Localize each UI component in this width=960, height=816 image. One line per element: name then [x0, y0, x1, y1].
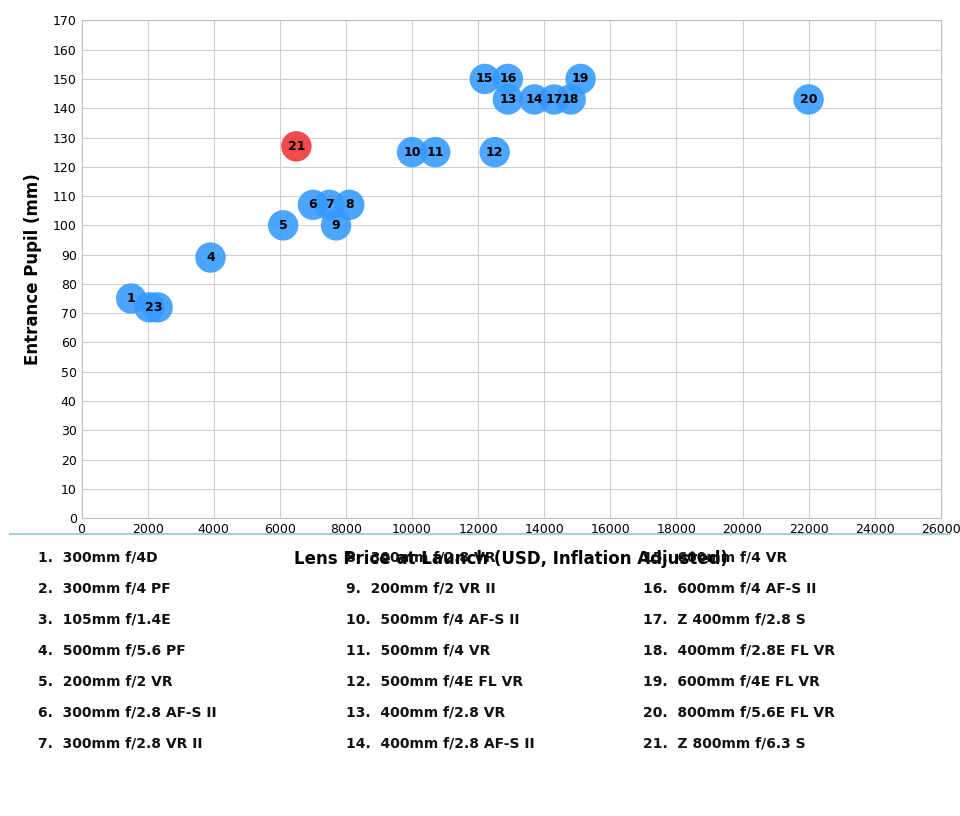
Text: 5.  200mm f/2 VR: 5. 200mm f/2 VR: [38, 675, 173, 689]
Point: [500, 93, 516, 106]
Text: 13.  400mm f/2.8 VR: 13. 400mm f/2.8 VR: [346, 706, 505, 720]
Text: 21: 21: [288, 140, 305, 153]
Text: 9.  200mm f/2 VR II: 9. 200mm f/2 VR II: [346, 582, 495, 596]
Text: 19: 19: [572, 73, 589, 86]
Text: 2: 2: [145, 301, 154, 314]
Text: 9: 9: [332, 219, 341, 232]
Text: 1: 1: [127, 292, 135, 305]
Point: [427, 145, 443, 158]
Text: 20: 20: [800, 93, 817, 106]
X-axis label: Lens Price at Launch (USD, Inflation Adjusted): Lens Price at Launch (USD, Inflation Adj…: [294, 550, 729, 568]
Text: 13: 13: [499, 93, 516, 106]
Text: 11.  500mm f/4 VR: 11. 500mm f/4 VR: [346, 644, 490, 658]
Text: 3.  105mm f/1.4E: 3. 105mm f/1.4E: [38, 613, 171, 627]
Text: 6: 6: [308, 198, 317, 211]
Text: 4.  500mm f/5.6 PF: 4. 500mm f/5.6 PF: [38, 644, 186, 658]
Text: 14: 14: [525, 93, 543, 106]
Text: 17: 17: [545, 93, 563, 106]
Text: 1.  300mm f/4D: 1. 300mm f/4D: [38, 551, 158, 565]
Point: [289, 140, 304, 153]
Text: 11: 11: [426, 146, 444, 158]
Text: 18.  400mm f/2.8E FL VR: 18. 400mm f/2.8E FL VR: [643, 644, 835, 658]
Point: [142, 301, 157, 314]
Text: 6.  300mm f/2.8 AF-S II: 6. 300mm f/2.8 AF-S II: [38, 706, 217, 720]
Point: [563, 93, 578, 106]
Text: 7.  300mm f/2.8 VR II: 7. 300mm f/2.8 VR II: [38, 737, 203, 751]
Point: [404, 145, 420, 158]
Text: 2.  300mm f/4 PF: 2. 300mm f/4 PF: [38, 582, 171, 596]
Text: 20.  800mm f/5.6E FL VR: 20. 800mm f/5.6E FL VR: [643, 706, 835, 720]
Point: [203, 251, 218, 264]
Text: 10: 10: [403, 146, 420, 158]
Point: [342, 198, 357, 211]
Text: 17.  Z 400mm f/2.8 S: 17. Z 400mm f/2.8 S: [643, 613, 806, 627]
Text: 19.  600mm f/4E FL VR: 19. 600mm f/4E FL VR: [643, 675, 820, 689]
Text: 8.  300mm f/2.8 VR: 8. 300mm f/2.8 VR: [346, 551, 495, 565]
Text: 15.  600mm f/4 VR: 15. 600mm f/4 VR: [643, 551, 787, 565]
Point: [276, 219, 291, 232]
Text: 16: 16: [499, 73, 516, 86]
Text: 21.  Z 800mm f/6.3 S: 21. Z 800mm f/6.3 S: [643, 737, 805, 751]
Text: 15: 15: [476, 73, 493, 86]
Text: 12: 12: [486, 146, 503, 158]
Point: [487, 145, 502, 158]
Point: [322, 198, 337, 211]
Point: [573, 73, 588, 86]
Text: 5: 5: [278, 219, 288, 232]
Point: [150, 301, 165, 314]
Text: 4: 4: [206, 251, 215, 264]
Point: [328, 219, 344, 232]
Point: [546, 93, 562, 106]
Text: 14.  400mm f/2.8 AF-S II: 14. 400mm f/2.8 AF-S II: [346, 737, 534, 751]
Text: 10.  500mm f/4 AF-S II: 10. 500mm f/4 AF-S II: [346, 613, 519, 627]
Text: 18: 18: [562, 93, 580, 106]
Y-axis label: Entrance Pupil (mm): Entrance Pupil (mm): [24, 174, 41, 365]
Text: 12.  500mm f/4E FL VR: 12. 500mm f/4E FL VR: [346, 675, 523, 689]
Text: 7: 7: [325, 198, 334, 211]
Text: 8: 8: [345, 198, 353, 211]
Point: [500, 73, 516, 86]
Point: [801, 93, 816, 106]
Text: 16.  600mm f/4 AF-S II: 16. 600mm f/4 AF-S II: [643, 582, 817, 596]
Point: [124, 292, 139, 305]
Point: [527, 93, 542, 106]
Point: [305, 198, 321, 211]
Text: 3: 3: [154, 301, 162, 314]
Point: [477, 73, 492, 86]
